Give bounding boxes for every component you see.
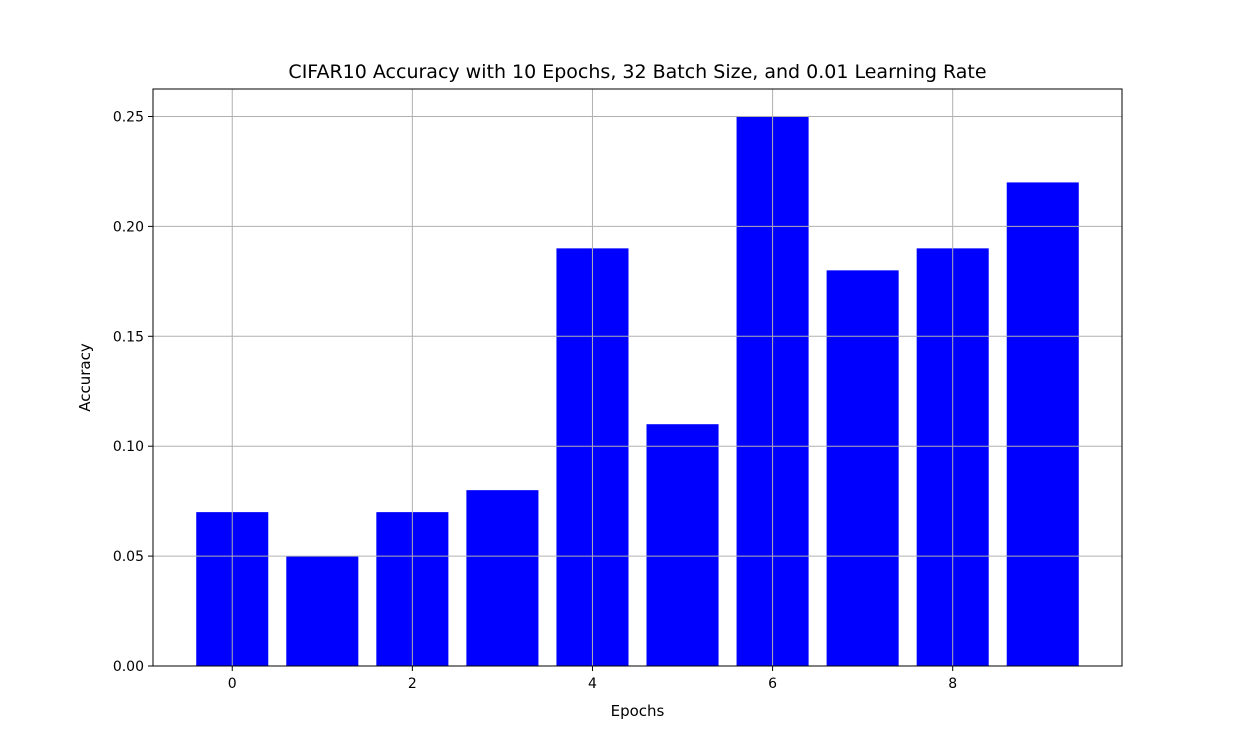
chart-title: CIFAR10 Accuracy with 10 Epochs, 32 Batc… xyxy=(288,61,986,83)
plot-frame xyxy=(152,88,1123,667)
y-axis-label: Accuracy xyxy=(76,343,94,412)
bar-epoch-3 xyxy=(466,490,539,666)
y-tick-label: 0.10 xyxy=(113,439,144,455)
y-tick-label: 0.20 xyxy=(113,219,144,235)
y-tick-label: 0.05 xyxy=(113,549,144,565)
x-tick-label: 6 xyxy=(768,676,777,692)
y-tick-label: 0.25 xyxy=(113,109,144,125)
bar-epoch-5 xyxy=(646,424,719,666)
x-tick-label: 2 xyxy=(408,676,417,692)
x-tick-label: 8 xyxy=(948,676,957,692)
y-tick-label: 0.00 xyxy=(113,659,144,675)
bar-epoch-9 xyxy=(1006,182,1079,666)
y-tick-label: 0.15 xyxy=(113,329,144,345)
bar-epoch-7 xyxy=(826,270,899,666)
x-tick-label: 0 xyxy=(228,676,237,692)
x-tick-label: 4 xyxy=(588,676,597,692)
x-axis-label: Epochs xyxy=(611,702,665,720)
bar-epoch-1 xyxy=(286,556,359,666)
